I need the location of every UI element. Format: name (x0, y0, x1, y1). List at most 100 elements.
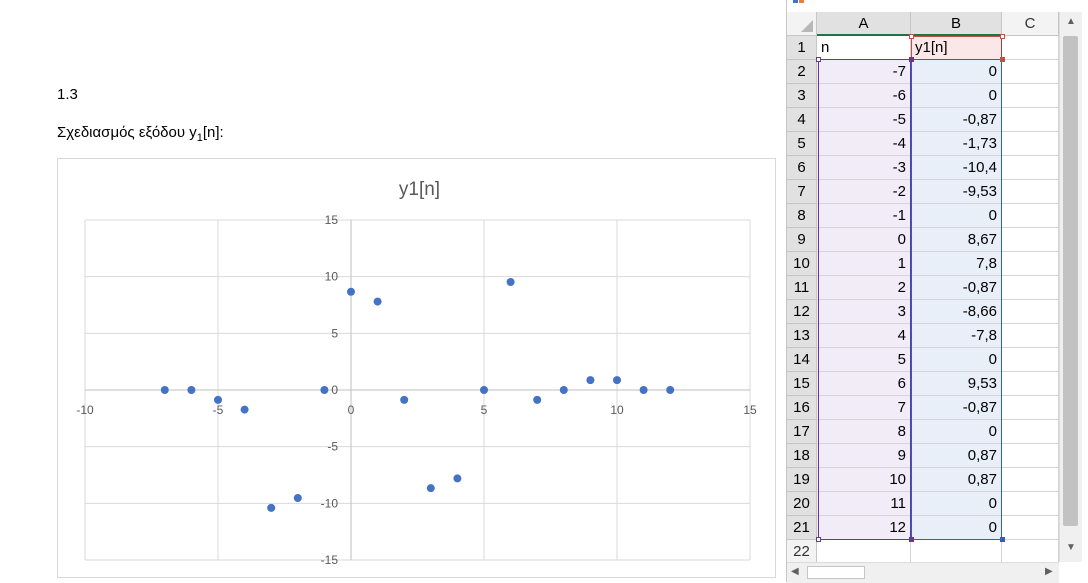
cell-b18[interactable]: 0,87 (911, 444, 1002, 468)
row-header[interactable]: 2 (787, 60, 817, 84)
cell-c16[interactable] (1002, 396, 1059, 420)
cell-c14[interactable] (1002, 348, 1059, 372)
cell-b5[interactable]: -1,73 (911, 132, 1002, 156)
cell-b22[interactable] (911, 540, 1002, 564)
range-handle[interactable] (816, 537, 821, 542)
cell-b21[interactable]: 0 (911, 516, 1002, 540)
cell-a6[interactable]: -3 (817, 156, 911, 180)
horizontal-scrollbar[interactable]: ◀ ▶ (787, 562, 1059, 583)
range-handle[interactable] (909, 57, 914, 62)
column-header-a[interactable]: A (817, 12, 911, 36)
row-header[interactable]: 20 (787, 492, 817, 516)
cell-b19[interactable]: 0,87 (911, 468, 1002, 492)
cell-c1[interactable] (1002, 36, 1059, 60)
cell-b16[interactable]: -0,87 (911, 396, 1002, 420)
cell-b17[interactable]: 0 (911, 420, 1002, 444)
vertical-scroll-thumb[interactable] (1063, 36, 1078, 526)
cell-a14[interactable]: 5 (817, 348, 911, 372)
row-header[interactable]: 5 (787, 132, 817, 156)
row-header[interactable]: 14 (787, 348, 817, 372)
cell-c9[interactable] (1002, 228, 1059, 252)
cell-b12[interactable]: -8,66 (911, 300, 1002, 324)
row-header[interactable]: 7 (787, 180, 817, 204)
cell-a21[interactable]: 12 (817, 516, 911, 540)
row-header[interactable]: 16 (787, 396, 817, 420)
cell-a13[interactable]: 4 (817, 324, 911, 348)
range-handle[interactable] (909, 537, 914, 542)
cell-b2[interactable]: 0 (911, 60, 1002, 84)
scroll-right-icon[interactable]: ▶ (1045, 566, 1053, 577)
scroll-up-icon[interactable]: ▲ (1066, 16, 1076, 27)
scroll-down-icon[interactable]: ▼ (1066, 542, 1076, 553)
cell-c17[interactable] (1002, 420, 1059, 444)
cell-b1[interactable]: y1[n] (911, 36, 1002, 60)
cell-c19[interactable] (1002, 468, 1059, 492)
row-header[interactable]: 3 (787, 84, 817, 108)
column-header-c[interactable]: C (1002, 12, 1059, 36)
cell-a5[interactable]: -4 (817, 132, 911, 156)
range-handle[interactable] (1000, 537, 1005, 542)
cell-a17[interactable]: 8 (817, 420, 911, 444)
cell-a15[interactable]: 6 (817, 372, 911, 396)
cell-c7[interactable] (1002, 180, 1059, 204)
row-header[interactable]: 13 (787, 324, 817, 348)
column-header-b[interactable]: B (911, 12, 1002, 36)
cell-b8[interactable]: 0 (911, 204, 1002, 228)
row-header[interactable]: 11 (787, 276, 817, 300)
cell-a20[interactable]: 11 (817, 492, 911, 516)
cell-b3[interactable]: 0 (911, 84, 1002, 108)
cell-b15[interactable]: 9,53 (911, 372, 1002, 396)
row-header[interactable]: 22 (787, 540, 817, 564)
cell-c2[interactable] (1002, 60, 1059, 84)
vertical-scrollbar[interactable]: ▲ ▼ (1059, 12, 1082, 562)
cell-a11[interactable]: 2 (817, 276, 911, 300)
cell-b10[interactable]: 7,8 (911, 252, 1002, 276)
cell-a16[interactable]: 7 (817, 396, 911, 420)
scroll-left-icon[interactable]: ◀ (791, 566, 799, 577)
cell-a8[interactable]: -1 (817, 204, 911, 228)
horizontal-scroll-thumb[interactable] (807, 566, 865, 579)
row-header[interactable]: 19 (787, 468, 817, 492)
cell-c12[interactable] (1002, 300, 1059, 324)
cell-a7[interactable]: -2 (817, 180, 911, 204)
row-header[interactable]: 15 (787, 372, 817, 396)
row-header[interactable]: 10 (787, 252, 817, 276)
row-header[interactable]: 21 (787, 516, 817, 540)
cell-b20[interactable]: 0 (911, 492, 1002, 516)
cell-c21[interactable] (1002, 516, 1059, 540)
cell-c8[interactable] (1002, 204, 1059, 228)
cell-c11[interactable] (1002, 276, 1059, 300)
chart-frame[interactable]: y1[n] -10 -5 0 5 10 15 -15 -10 -5 0 5 10 15 (57, 158, 776, 578)
cell-a22[interactable] (817, 540, 911, 564)
row-header[interactable]: 4 (787, 108, 817, 132)
cell-c4[interactable] (1002, 108, 1059, 132)
cell-a19[interactable]: 10 (817, 468, 911, 492)
cell-c5[interactable] (1002, 132, 1059, 156)
cell-a1[interactable]: n (817, 36, 911, 60)
cell-a2[interactable]: -7 (817, 60, 911, 84)
cell-c10[interactable] (1002, 252, 1059, 276)
cell-b6[interactable]: -10,4 (911, 156, 1002, 180)
select-all-button[interactable] (787, 12, 817, 36)
row-header[interactable]: 9 (787, 228, 817, 252)
cell-b7[interactable]: -9,53 (911, 180, 1002, 204)
cell-c22[interactable] (1002, 540, 1059, 564)
cell-c18[interactable] (1002, 444, 1059, 468)
range-handle[interactable] (1000, 34, 1005, 39)
row-header[interactable]: 18 (787, 444, 817, 468)
cell-a9[interactable]: 0 (817, 228, 911, 252)
cell-c20[interactable] (1002, 492, 1059, 516)
cell-a3[interactable]: -6 (817, 84, 911, 108)
cell-a12[interactable]: 3 (817, 300, 911, 324)
row-header[interactable]: 8 (787, 204, 817, 228)
cell-c13[interactable] (1002, 324, 1059, 348)
row-header[interactable]: 1 (787, 36, 817, 60)
cell-b13[interactable]: -7,8 (911, 324, 1002, 348)
range-handle[interactable] (909, 34, 914, 39)
row-header[interactable]: 6 (787, 156, 817, 180)
cell-b9[interactable]: 8,67 (911, 228, 1002, 252)
range-handle[interactable] (1000, 57, 1005, 62)
range-handle[interactable] (816, 57, 821, 62)
cell-c6[interactable] (1002, 156, 1059, 180)
cell-c3[interactable] (1002, 84, 1059, 108)
